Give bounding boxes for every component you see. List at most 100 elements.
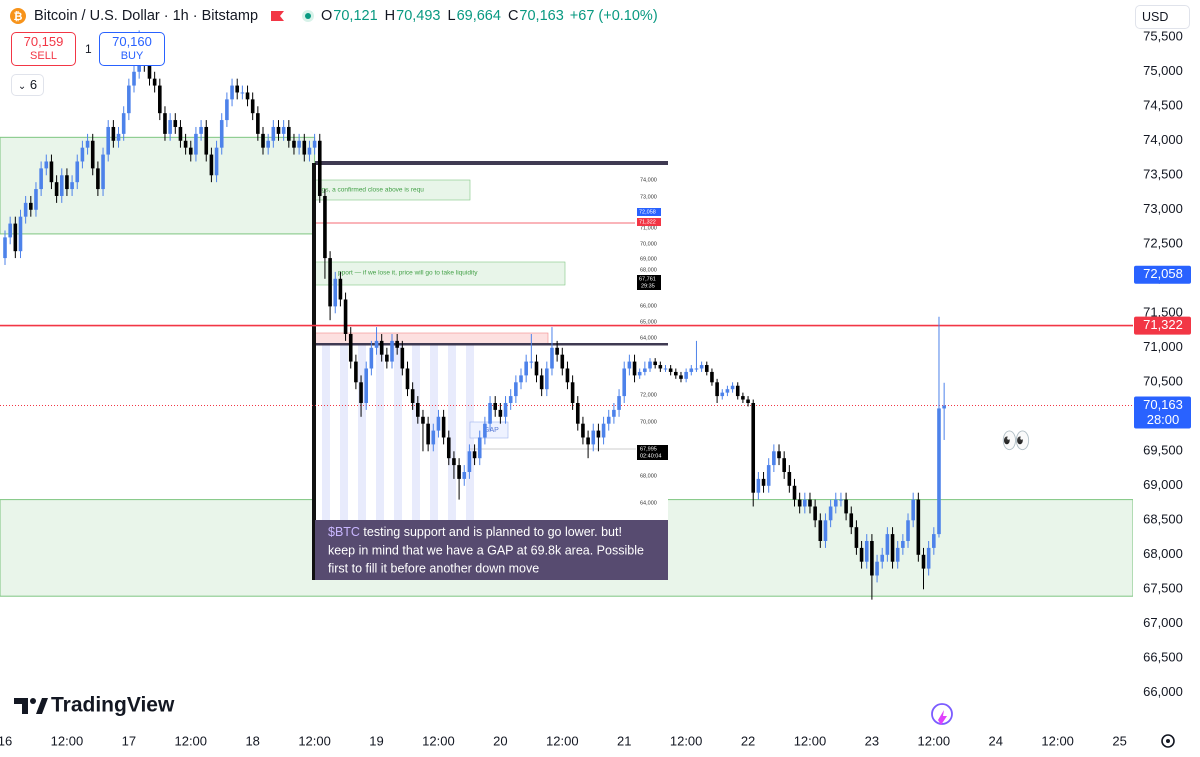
sell-price: 70,159	[23, 34, 64, 49]
y-tick-label: 74,000	[1143, 132, 1183, 147]
candle-body	[648, 361, 652, 369]
candle-body	[390, 340, 394, 362]
candle-body	[225, 99, 229, 121]
candle-body	[880, 554, 885, 562]
candle-body	[302, 140, 307, 155]
candle-body	[204, 126, 209, 155]
candle-body	[751, 402, 756, 493]
candle-body	[385, 354, 389, 362]
settings-icon[interactable]	[1161, 734, 1175, 748]
price-axis-bg	[1133, 0, 1200, 757]
mini-tick: 73,000	[640, 194, 657, 200]
candle-body	[452, 458, 456, 466]
pasted-image: ngs, a confirmed close above is requ ppo…	[312, 161, 668, 580]
candle-body	[266, 140, 270, 148]
candle-body	[49, 161, 54, 183]
candle-body	[560, 354, 565, 369]
candle-body	[575, 402, 580, 424]
candle-body	[570, 382, 575, 403]
x-tick-label: 12:00	[794, 733, 827, 748]
mini-box: 72,058	[639, 209, 656, 215]
currency-select[interactable]: USD	[1135, 5, 1190, 29]
candle-body	[354, 361, 358, 383]
candle-body	[359, 382, 363, 403]
y-tick-label: 71,500	[1143, 305, 1183, 320]
candle-body	[54, 182, 59, 196]
candle-body	[348, 333, 353, 362]
candle-body	[338, 278, 343, 300]
y-tick-label: 75,000	[1143, 63, 1183, 78]
candle-body	[379, 340, 384, 355]
x-tick-label: 23	[865, 733, 879, 748]
mini-tick: 65,000	[640, 319, 657, 325]
candle-body	[472, 451, 477, 459]
sparkle-icon	[931, 703, 953, 725]
candle-body	[519, 375, 523, 383]
x-tick-label: 12:00	[51, 733, 84, 748]
price-label-countdown: 28:00	[1147, 412, 1180, 427]
candle-body	[524, 361, 528, 376]
mini-tick: 68,000	[640, 473, 657, 479]
candle-body	[281, 126, 286, 134]
y-tick-label: 66,000	[1143, 684, 1183, 699]
close-label: C	[507, 8, 519, 24]
candle-body	[839, 499, 843, 501]
candle-body	[864, 540, 869, 562]
image-border	[315, 343, 668, 346]
candle-body	[199, 126, 203, 134]
candle-body	[250, 99, 255, 114]
candle-body	[446, 437, 451, 459]
currency: USD	[1142, 10, 1169, 24]
time-axis-bg	[0, 728, 1133, 757]
candle-body	[395, 340, 399, 348]
symbol-header: ₿ Bitcoin / U.S. Dollar · 1h · Bitstamp …	[8, 5, 659, 27]
note-text: ngs, a confirmed close above is requ	[318, 187, 424, 194]
session-stripes	[322, 345, 474, 520]
candle-body	[741, 396, 745, 400]
candle-body	[183, 140, 188, 148]
mini-tick: 70,000	[640, 241, 657, 247]
x-tick-label: 16	[0, 733, 12, 748]
candle-body	[627, 361, 632, 369]
buy-label: BUY	[120, 50, 144, 62]
candle-body	[658, 365, 663, 369]
candle-body	[245, 92, 250, 100]
mini-tick: 66,000	[640, 303, 657, 309]
sell-button[interactable]: 70,159 SELL	[11, 32, 76, 66]
low-label: L	[447, 8, 456, 24]
candle-body	[317, 140, 322, 196]
mini-tick: 68,000	[640, 267, 657, 273]
buy-button[interactable]: 70,160 BUY	[99, 32, 165, 66]
price-label-bg	[1134, 316, 1191, 335]
mini-box: 02:40:04	[640, 453, 661, 459]
flag-icon[interactable]	[269, 9, 287, 23]
mini-tick: 74,000	[640, 177, 657, 183]
y-tick-label: 73,000	[1143, 201, 1183, 216]
candle-body	[581, 423, 585, 438]
indicators-toggle[interactable]: ⌄ 6	[11, 74, 44, 96]
candle-body	[39, 168, 43, 190]
candle-body	[477, 437, 482, 459]
mini-tick: 64,000	[640, 500, 657, 506]
candle-body	[256, 113, 260, 134]
candle-body	[230, 85, 234, 100]
candle-body	[849, 513, 854, 528]
candle-body	[813, 506, 817, 521]
candle-body	[493, 402, 498, 410]
quantity: 1	[85, 42, 92, 56]
x-tick-label: 20	[493, 733, 507, 748]
candle-body	[178, 126, 183, 141]
candle-body	[668, 368, 673, 372]
symbol-title[interactable]: Bitcoin / U.S. Dollar · 1h · Bitstamp	[34, 8, 259, 24]
candle-body	[462, 471, 467, 479]
candle-body	[606, 416, 611, 424]
candle-body	[508, 396, 513, 403]
candle-body	[916, 499, 921, 555]
candle-body	[895, 547, 900, 562]
candle-body	[684, 371, 688, 379]
gap-label: GAP	[484, 427, 499, 434]
x-tick-label: 22	[741, 733, 755, 748]
candle-body	[808, 499, 812, 507]
candle-body	[90, 140, 95, 169]
